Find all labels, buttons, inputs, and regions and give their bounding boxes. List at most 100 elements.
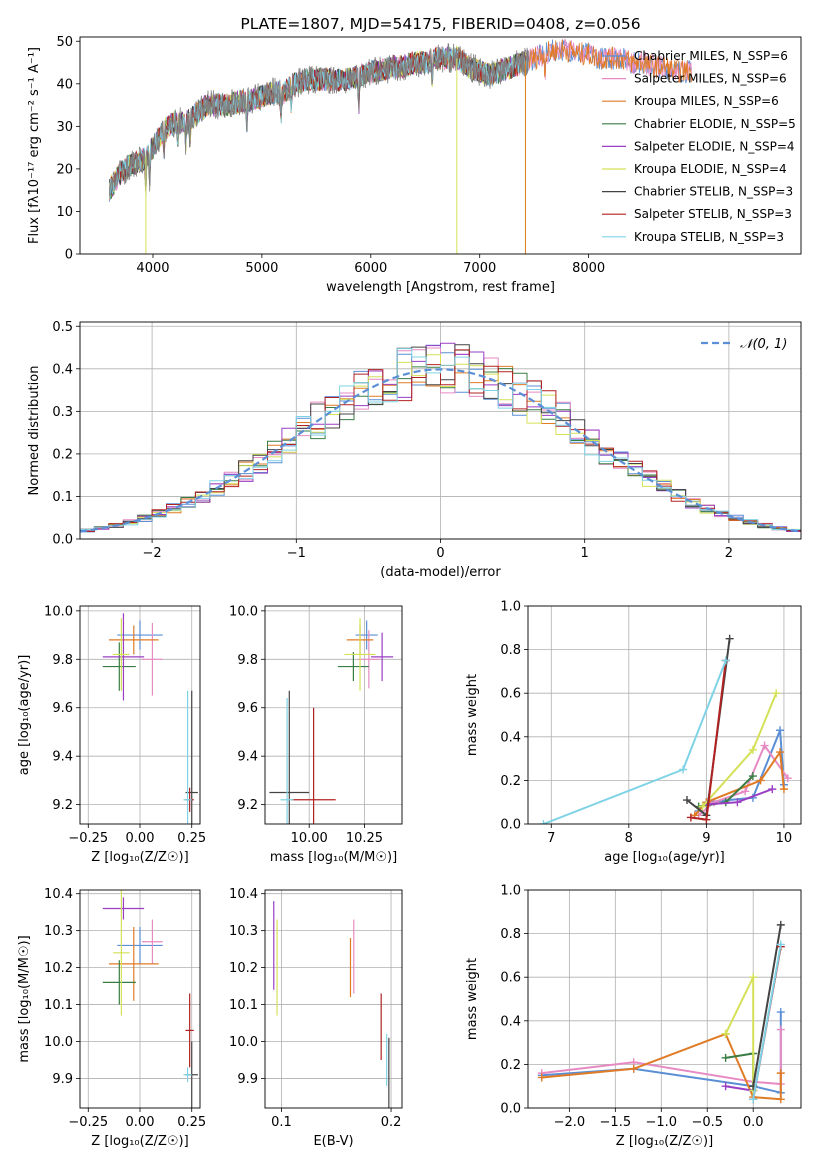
y-tick-label: 9.8 <box>52 653 73 668</box>
panel-age_vs_Z: −0.25 0.00 0.25 9.2 9.4 9.6 9.8 10.0 Z [log₁₀(Z/… <box>17 604 206 865</box>
y-tick-label: 0.4 <box>52 362 73 377</box>
x-tick-label: 2 <box>725 546 733 561</box>
legend: Chabrier MILES, N_SSP=6 Salpeter MILES, N… <box>602 49 796 244</box>
plot-area <box>273 901 390 1108</box>
plot-area <box>102 613 198 824</box>
y-axis-label: Normed distribution <box>27 366 42 496</box>
y-tick-label: 9.8 <box>237 653 258 668</box>
y-tick-label: 10.1 <box>229 998 258 1013</box>
x-tick-label: 5000 <box>245 261 278 276</box>
x-tick-label: 10 <box>776 831 793 846</box>
axes-frame <box>264 605 403 825</box>
y-tick-label: 0.4 <box>500 730 521 745</box>
y-tick-label: 10.2 <box>44 961 73 976</box>
y-axis-label: mass weight <box>465 958 480 1040</box>
y-tick-label: 10.1 <box>44 998 73 1013</box>
y-tick-label: 9.9 <box>52 1072 73 1087</box>
y-tick-label: 0.8 <box>500 643 521 658</box>
y-tick-label: 0.2 <box>500 774 521 789</box>
y-tick-label: 0.0 <box>52 533 73 548</box>
panel-spectrum: 4000 5000 6000 7000 8000 0 10 20 30 40 50 wavelengt… <box>27 15 802 295</box>
x-axis-label: age [log₁₀(age/yr)] <box>604 850 725 865</box>
legend-entry: Kroupa ELODIE, N_SSP=4 <box>634 162 787 176</box>
y-tick-label: 10.4 <box>229 887 258 902</box>
y-tick-label: 30 <box>56 120 73 135</box>
errorbar-chabrier-miles <box>355 620 378 650</box>
weight-marker <box>776 1025 785 1034</box>
panel-age_vs_mass: 10.00 10.25 9.2 9.4 9.6 9.8 10.0 mass [log₁₀(M/… <box>229 604 403 865</box>
weight-marker <box>702 815 711 824</box>
x-tick-label: 10.00 <box>291 831 328 846</box>
legend-entry: Chabrier STELIB, N_SSP=3 <box>634 185 793 199</box>
histogram-salpeter-stelib <box>80 349 801 532</box>
y-tick-label: 9.2 <box>52 798 73 813</box>
y-tick-label: 10.4 <box>44 887 73 902</box>
legend-entry: Salpeter MILES, N_SSP=6 <box>634 72 787 86</box>
weight-marker <box>686 813 695 822</box>
axes-frame <box>79 36 802 255</box>
y-tick-label: 0.6 <box>500 971 521 986</box>
x-tick-label: −0.25 <box>68 1115 108 1130</box>
y-tick-label: 10.0 <box>44 604 73 619</box>
weight-marker <box>783 774 792 783</box>
weight-line-salpeter-elodie <box>725 1085 754 1092</box>
weight-line-kroupa-stelib <box>543 660 727 824</box>
errorbar-kroupa-stelib <box>183 1067 192 1083</box>
weight-marker <box>760 741 769 750</box>
y-tick-label: 0.2 <box>52 447 73 462</box>
y-tick-label: 0.2 <box>500 1058 521 1073</box>
x-tick-label: 0.00 <box>126 1115 155 1130</box>
errorbar-chabrier-elodie <box>102 642 136 691</box>
legend-entry: Kroupa STELIB, N_SSP=3 <box>634 230 784 244</box>
x-tick-label: −1 <box>287 546 306 561</box>
y-tick-label: 0 <box>65 248 73 263</box>
y-tick-label: 9.9 <box>237 1072 258 1087</box>
weight-marker <box>629 1064 638 1073</box>
weight-marker <box>748 772 757 781</box>
plot-area <box>80 342 801 533</box>
errorbar-salpeter-elodie <box>102 613 145 701</box>
errorbar-chabrier-stelib <box>269 690 310 824</box>
weight-marker <box>768 785 777 794</box>
x-tick-label: 0.2 <box>381 1115 402 1130</box>
legend-entry: Chabrier MILES, N_SSP=6 <box>634 49 788 63</box>
panel-mass_vs_Z: −0.25 0.00 0.25 9.9 10.0 10.1 10.2 10.3 10.4 Z [l… <box>17 887 206 1149</box>
gaussian-curve <box>80 368 801 533</box>
weight-marker <box>679 765 688 774</box>
weight-line-kroupa-miles <box>541 1032 782 1101</box>
y-tick-label: 9.6 <box>52 701 73 716</box>
plot-area <box>539 634 792 824</box>
y-tick-label: 0.1 <box>52 490 73 505</box>
errorbar-salpeter-elodie <box>102 897 145 920</box>
x-tick-label: 10.25 <box>346 831 383 846</box>
chart-title: PLATE=1807, MJD=54175, FIBERID=0408, z=0… <box>240 15 640 33</box>
panel-mass_vs_ebv: 0.1 0.2 9.9 10.0 10.1 10.2 10.3 10.4 E(B-V) <box>229 887 403 1149</box>
y-tick-label: 10.0 <box>44 1035 73 1050</box>
y-tick-label: 0.8 <box>500 927 521 942</box>
y-tick-label: 40 <box>56 77 73 92</box>
errorbar-kroupa-stelib <box>280 698 294 824</box>
x-tick-label: 0 <box>436 546 444 561</box>
axes-frame <box>527 605 802 825</box>
x-tick-label: −0.25 <box>68 831 108 846</box>
errorbar-salpeter-elodie <box>371 632 394 682</box>
x-tick-label: 8000 <box>572 261 605 276</box>
histogram-kroupa-stelib <box>80 348 801 530</box>
weight-marker <box>537 1073 546 1082</box>
weight-marker <box>776 940 785 949</box>
errorbar-kroupa-elodie <box>344 618 376 691</box>
errorbar-chabrier-elodie <box>337 652 369 682</box>
x-tick-label: −1.0 <box>645 1115 677 1130</box>
y-tick-label: 10.3 <box>44 924 73 939</box>
x-tick-label: −1.5 <box>600 1115 632 1130</box>
weight-marker <box>721 1082 730 1091</box>
x-tick-label: 0.0 <box>743 1115 764 1130</box>
errorbar-salpeter-miles <box>142 919 163 964</box>
y-tick-label: 0.4 <box>500 1014 521 1029</box>
plot-area <box>102 890 198 1108</box>
x-tick-label: 0.00 <box>126 831 155 846</box>
y-tick-label: 20 <box>56 162 73 177</box>
weight-marker <box>698 802 707 811</box>
x-tick-label: 6000 <box>354 261 387 276</box>
plot-area <box>269 618 394 824</box>
